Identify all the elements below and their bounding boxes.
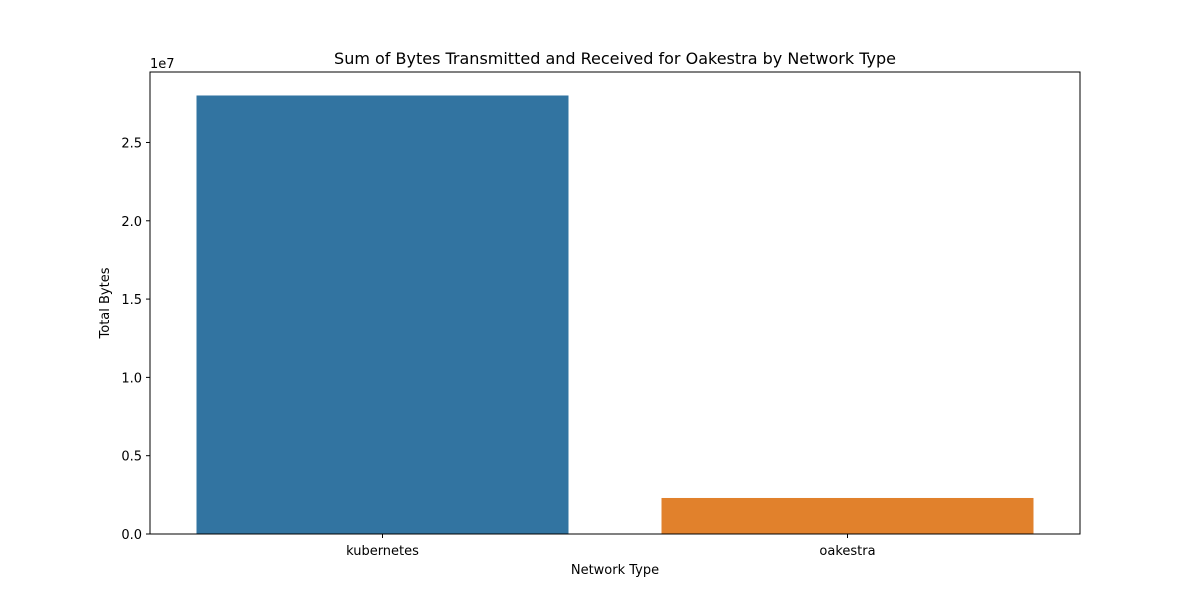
bar-oakestra	[661, 497, 1034, 534]
y-tick-label: 0.0	[121, 528, 142, 543]
y-tick-label: 1.0	[121, 371, 142, 386]
y-axis-ticks: 0.0 0.5 1.0 1.5 2.0 2.5	[121, 136, 150, 543]
x-tick-label: kubernetes	[346, 544, 419, 559]
x-axis-label: Network Type	[571, 563, 659, 578]
bars-group	[196, 95, 1034, 535]
plot-frame	[149, 71, 1081, 535]
x-axis-ticks: kubernetes oakestra	[346, 534, 876, 559]
bar-kubernetes	[196, 95, 569, 535]
y-axis-label: Total Bytes	[98, 267, 113, 339]
y-tick-label: 2.5	[121, 136, 142, 151]
y-offset-label: 1e7	[150, 57, 175, 72]
y-tick-label: 1.5	[121, 293, 142, 308]
x-tick-label: oakestra	[819, 544, 875, 559]
y-tick-label: 2.0	[121, 215, 142, 230]
chart-title: Sum of Bytes Transmitted and Received fo…	[334, 49, 896, 68]
y-tick-label: 0.5	[121, 450, 142, 465]
